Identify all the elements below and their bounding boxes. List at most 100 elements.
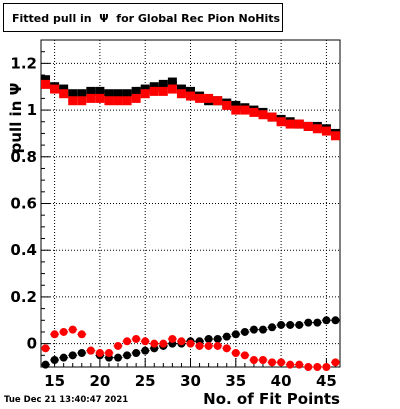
data-point <box>177 337 186 346</box>
data-point <box>68 325 77 334</box>
y-tick-label: 0.6 <box>10 195 37 213</box>
data-point <box>331 316 340 325</box>
data-point <box>123 351 132 360</box>
data-point <box>222 332 231 341</box>
timestamp: Tue Dec 21 13:40:47 2021 <box>4 395 129 405</box>
data-point <box>122 89 132 99</box>
data-point <box>131 86 141 96</box>
data-point <box>294 119 304 129</box>
y-tick-label: 0 <box>27 335 37 353</box>
data-point <box>68 89 78 99</box>
data-point <box>286 320 295 329</box>
data-point <box>258 110 268 120</box>
data-point <box>41 75 51 85</box>
data-point <box>104 89 114 99</box>
data-point <box>168 334 177 343</box>
data-point <box>77 96 87 106</box>
data-point <box>249 325 258 334</box>
y-axis-title: pull in Ψ <box>7 83 25 154</box>
data-point <box>159 339 168 348</box>
data-point <box>131 93 141 103</box>
data-point <box>304 363 313 371</box>
data-point <box>186 91 195 101</box>
x-axis-title: No. of Fit Points <box>203 390 340 408</box>
data-point <box>50 355 59 364</box>
data-point <box>312 124 322 134</box>
data-point <box>195 341 204 350</box>
data-point <box>322 363 331 371</box>
data-point <box>213 96 223 106</box>
data-point <box>313 363 322 371</box>
data-point <box>113 89 123 99</box>
data-point <box>322 316 331 325</box>
data-point <box>150 339 159 348</box>
data-point <box>213 341 222 350</box>
data-point <box>86 346 95 355</box>
data-point <box>68 351 77 360</box>
data-point <box>267 112 277 122</box>
x-tick-label: 40 <box>271 372 292 390</box>
data-point <box>222 344 231 353</box>
data-point <box>186 339 195 348</box>
data-point <box>132 334 141 343</box>
data-point <box>195 93 205 103</box>
data-point <box>277 320 286 329</box>
data-point <box>41 79 51 89</box>
y-tick-label: 0.8 <box>10 148 37 166</box>
data-point <box>104 96 114 106</box>
data-point <box>176 84 186 94</box>
data-point <box>50 84 60 94</box>
data-point <box>149 86 159 96</box>
data-point <box>50 330 59 339</box>
data-point <box>249 107 259 117</box>
data-point <box>95 86 105 96</box>
y-tick-label: 1 <box>27 101 37 119</box>
data-point <box>114 341 123 350</box>
data-point <box>231 105 241 115</box>
data-marks <box>41 75 340 371</box>
data-point <box>122 96 132 106</box>
x-tick-labels: 15 20 25 30 35 40 45 <box>44 372 337 390</box>
data-point <box>77 330 86 339</box>
data-point <box>167 84 177 94</box>
data-point <box>276 117 286 127</box>
data-point <box>104 348 113 357</box>
data-point <box>141 337 150 346</box>
data-point <box>231 348 240 357</box>
data-point <box>123 337 132 346</box>
x-tick-label: 15 <box>44 372 65 390</box>
title-box: Fitted pull in Ψ for Global Rec Pion NoH… <box>3 3 283 32</box>
data-point <box>77 348 86 357</box>
data-point <box>213 334 222 343</box>
data-point <box>285 119 295 129</box>
data-point <box>286 360 295 369</box>
data-point <box>158 86 168 96</box>
data-point <box>86 86 96 96</box>
x-tick-label: 35 <box>225 372 246 390</box>
series-3 <box>41 325 340 371</box>
data-point <box>204 93 214 103</box>
data-point <box>95 93 105 103</box>
data-point <box>295 320 304 329</box>
data-point <box>258 325 267 334</box>
x-tick-label: 20 <box>89 372 110 390</box>
data-point <box>304 318 313 327</box>
data-point <box>204 334 213 343</box>
data-point <box>258 355 267 364</box>
x-tick-label: 30 <box>180 372 201 390</box>
data-point <box>86 93 96 103</box>
data-point <box>167 77 177 87</box>
data-point <box>295 360 304 369</box>
data-point <box>59 84 69 94</box>
data-point <box>68 96 78 106</box>
data-point <box>95 348 104 357</box>
chart-title: Fitted pull in Ψ for Global Rec Pion NoH… <box>12 12 281 25</box>
data-point <box>59 327 68 336</box>
x-tick-label: 45 <box>316 372 337 390</box>
data-point <box>240 351 249 360</box>
data-point <box>303 121 313 131</box>
data-point <box>158 79 168 89</box>
data-point <box>41 344 50 353</box>
data-point <box>77 89 87 99</box>
data-point <box>41 360 50 369</box>
